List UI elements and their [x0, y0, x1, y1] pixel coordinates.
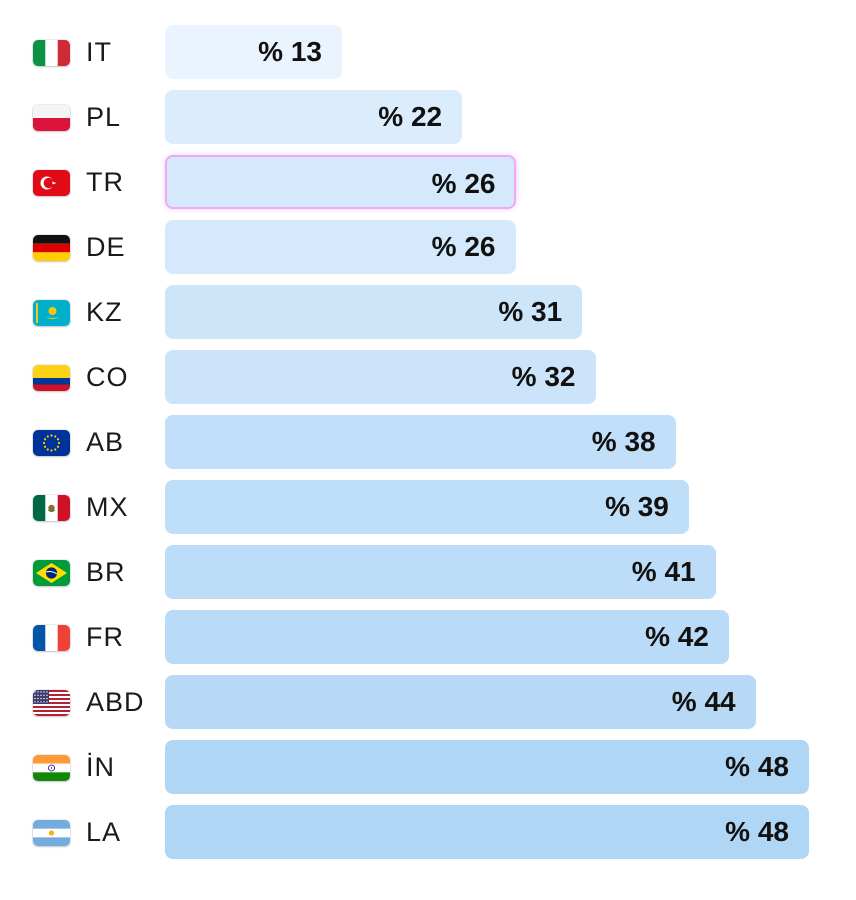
- bar-row: LA % 48: [0, 805, 856, 861]
- germany-flag-icon: [33, 235, 70, 261]
- bar-row: IT % 13: [0, 25, 856, 81]
- usa-flag-icon: [33, 690, 70, 716]
- poland-flag-icon: [33, 105, 70, 131]
- bar-row: FR % 42: [0, 610, 856, 666]
- data-label: % 41: [631, 556, 696, 587]
- bar: % 48: [165, 805, 809, 859]
- bar-row: BR % 41: [0, 545, 856, 601]
- mexico-flag-icon: [33, 495, 70, 521]
- category-label: KZ: [86, 297, 123, 327]
- category-label: ABD: [86, 687, 145, 717]
- bar: % 26: [165, 155, 516, 209]
- category-label: BR: [86, 557, 126, 587]
- bar: % 48: [165, 740, 809, 794]
- bar: % 31: [165, 285, 583, 339]
- bar-row: PL % 22: [0, 90, 856, 146]
- category-label: CO: [86, 362, 129, 392]
- argentina-flag-icon: [33, 820, 70, 846]
- italy-flag-icon: [33, 40, 70, 66]
- turkey-flag-icon: [33, 170, 70, 196]
- kazakhstan-flag-icon: [33, 300, 70, 326]
- eu-flag-icon: [33, 430, 70, 456]
- bar: % 38: [165, 415, 676, 469]
- data-label: % 42: [645, 621, 709, 652]
- bar-row: MX % 39: [0, 480, 856, 536]
- data-label: % 32: [511, 361, 576, 392]
- brazil-flag-icon: [33, 560, 70, 586]
- bar: % 44: [165, 675, 756, 729]
- india-flag-icon: [33, 755, 70, 781]
- category-label: MX: [86, 492, 129, 522]
- data-label: % 48: [725, 816, 789, 847]
- data-label: % 26: [431, 168, 496, 199]
- bar: % 22: [165, 90, 463, 144]
- bar-row: ABD % 44: [0, 675, 856, 731]
- category-label: LA: [86, 817, 122, 847]
- bar-row: CO % 32: [0, 350, 856, 406]
- data-label: % 31: [498, 296, 563, 327]
- bar-row: DE % 26: [0, 220, 856, 276]
- bar: % 13: [165, 25, 342, 79]
- bar-row: KZ % 31: [0, 285, 856, 341]
- bar: % 26: [165, 220, 516, 274]
- data-label: % 22: [378, 101, 443, 132]
- category-label: AB: [86, 427, 125, 457]
- bar-row: İN % 48: [0, 740, 856, 796]
- category-label: PL: [86, 102, 122, 132]
- category-label: TR: [86, 167, 124, 197]
- bar-row: AB % 38: [0, 415, 856, 471]
- data-label: % 26: [431, 231, 496, 262]
- bar: % 42: [165, 610, 729, 664]
- data-label: % 48: [725, 751, 789, 782]
- data-label: % 38: [591, 426, 656, 457]
- category-label: IT: [86, 37, 112, 67]
- category-label: FR: [86, 622, 124, 652]
- data-label: % 44: [671, 686, 736, 717]
- bar: % 39: [165, 480, 689, 534]
- bar: % 32: [165, 350, 596, 404]
- colombia-flag-icon: [33, 365, 70, 391]
- bar-row: TR % 26: [0, 155, 856, 211]
- france-flag-icon: [33, 625, 70, 651]
- category-label: DE: [86, 232, 126, 262]
- category-label: İN: [86, 752, 115, 782]
- data-label: % 39: [605, 491, 669, 522]
- data-label: % 13: [258, 36, 322, 67]
- bar: % 41: [165, 545, 716, 599]
